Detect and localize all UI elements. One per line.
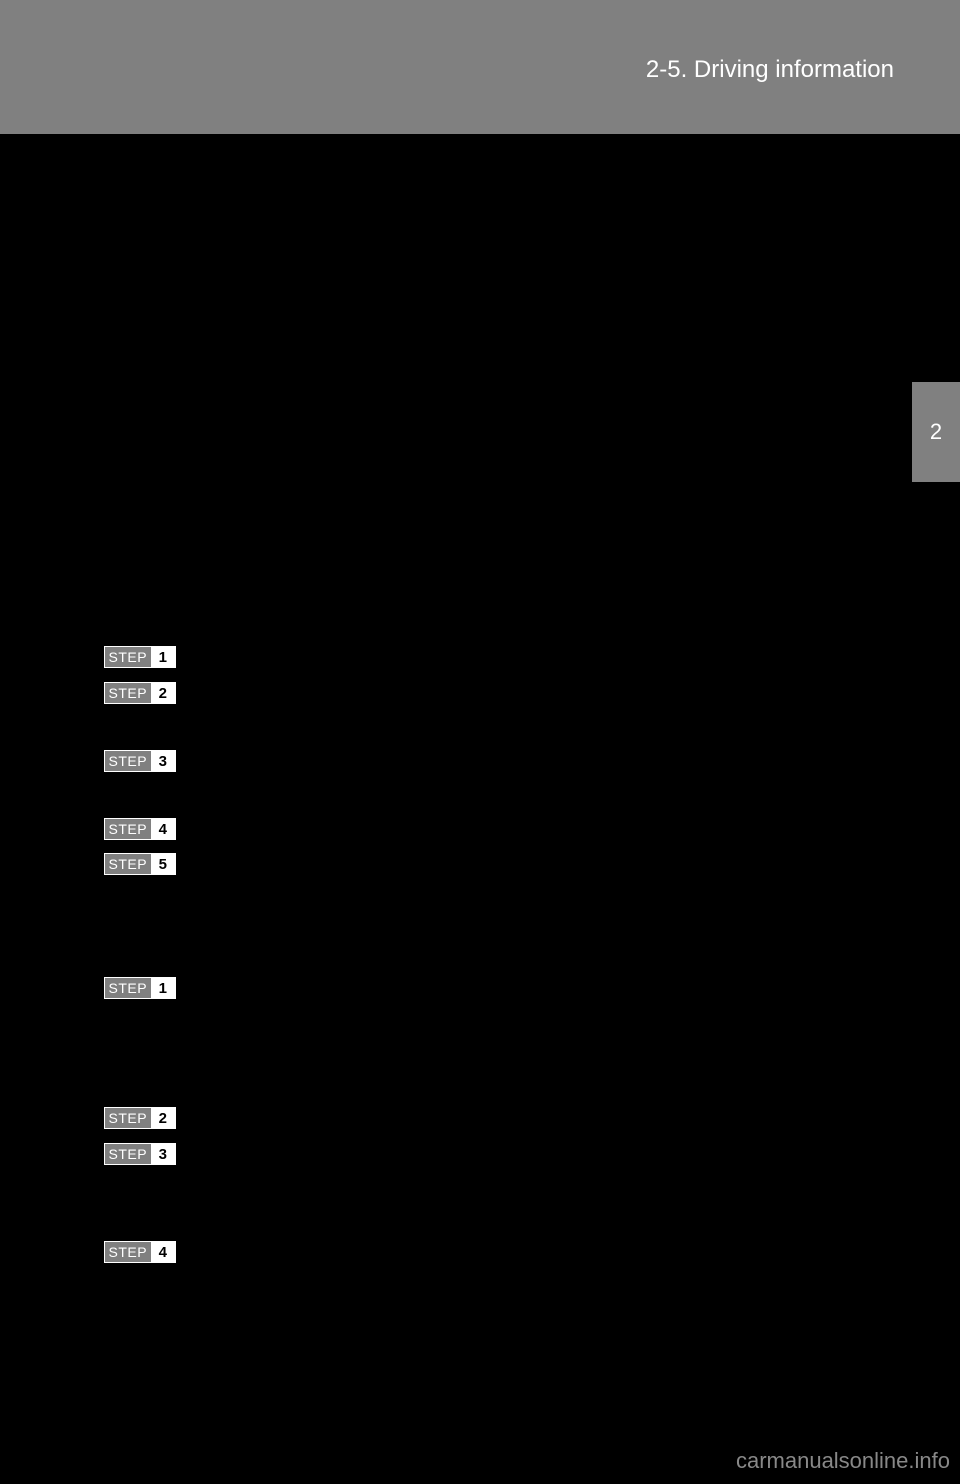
step-number: 1 [151,978,175,998]
step-number: 3 [151,1144,175,1164]
step-label: STEP [105,978,151,998]
step-badge: STEP3 [104,1143,176,1165]
step-number: 2 [151,683,175,703]
page-header: 2-5. Driving information [0,0,960,134]
step-badge: STEP2 [104,682,176,704]
section-title: 2-5. Driving information [646,56,894,84]
step-number: 4 [151,1242,175,1262]
step-label: STEP [105,1108,151,1128]
watermark-text: carmanualsonline.info [736,1448,950,1474]
step-label: STEP [105,1242,151,1262]
step-number: 5 [151,854,175,874]
step-number: 4 [151,819,175,839]
step-badge: STEP1 [104,977,176,999]
step-badge: STEP4 [104,818,176,840]
chapter-number: 2 [930,419,942,445]
step-badge: STEP5 [104,853,176,875]
step-number: 1 [151,647,175,667]
step-label: STEP [105,854,151,874]
step-number: 3 [151,751,175,771]
step-number: 2 [151,1108,175,1128]
step-badge: STEP4 [104,1241,176,1263]
step-badge: STEP1 [104,646,176,668]
step-label: STEP [105,1144,151,1164]
step-label: STEP [105,819,151,839]
step-badge: STEP3 [104,750,176,772]
step-label: STEP [105,751,151,771]
step-label: STEP [105,683,151,703]
step-label: STEP [105,647,151,667]
chapter-tab: 2 [912,382,960,482]
step-badge: STEP2 [104,1107,176,1129]
